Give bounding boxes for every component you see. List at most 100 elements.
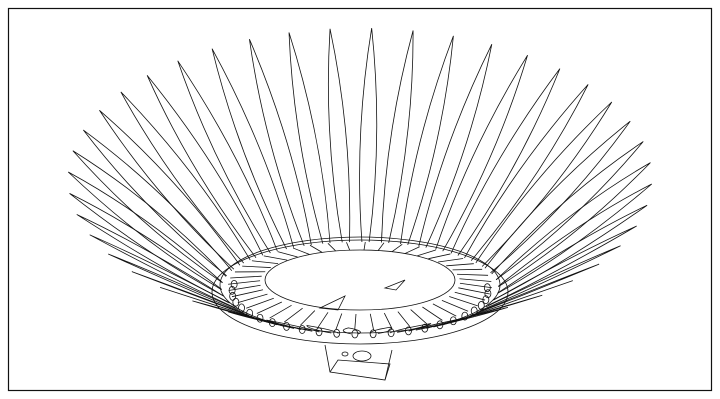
petal bbox=[249, 39, 312, 247]
spoke bbox=[404, 246, 420, 254]
petal bbox=[457, 280, 573, 322]
petal bbox=[108, 253, 245, 314]
spoke bbox=[354, 313, 357, 330]
hole bbox=[387, 328, 395, 338]
petal bbox=[146, 75, 264, 258]
petal bbox=[177, 60, 278, 254]
petal bbox=[120, 91, 251, 264]
spoke bbox=[428, 253, 451, 260]
spoke bbox=[246, 297, 274, 309]
petal bbox=[389, 323, 432, 334]
bracket-hole bbox=[352, 350, 372, 362]
spoke bbox=[269, 304, 292, 319]
petal bbox=[83, 129, 233, 277]
petal bbox=[211, 48, 295, 250]
petal bbox=[89, 234, 236, 309]
hole bbox=[229, 291, 237, 301]
petal bbox=[381, 30, 414, 244]
spoke bbox=[432, 303, 457, 317]
petal bbox=[464, 84, 589, 261]
spoke bbox=[277, 251, 298, 258]
petal bbox=[306, 325, 339, 334]
petal bbox=[99, 109, 241, 270]
spoke bbox=[438, 258, 464, 263]
plate-holes bbox=[228, 241, 492, 339]
spoke bbox=[452, 268, 483, 271]
petal bbox=[342, 327, 361, 335]
spoke bbox=[263, 255, 288, 261]
spoke bbox=[317, 312, 329, 328]
petal bbox=[484, 120, 631, 274]
spoke bbox=[256, 301, 283, 314]
spoke bbox=[449, 296, 478, 307]
spoke bbox=[300, 310, 316, 326]
frame bbox=[7, 7, 713, 392]
petal bbox=[76, 214, 229, 303]
spoke bbox=[242, 265, 271, 268]
base-plate bbox=[211, 236, 509, 381]
hole bbox=[333, 328, 341, 338]
hole bbox=[228, 285, 236, 295]
bracket bbox=[324, 344, 393, 381]
spoke bbox=[446, 263, 474, 267]
spoke bbox=[410, 309, 428, 325]
hole bbox=[461, 311, 469, 321]
spoke bbox=[458, 287, 490, 295]
petal bbox=[369, 326, 393, 335]
spoke bbox=[377, 242, 385, 251]
spoke bbox=[383, 312, 393, 329]
spoke bbox=[369, 313, 374, 330]
petal bbox=[327, 28, 351, 243]
bracket-hole-small bbox=[341, 351, 349, 357]
spoke bbox=[228, 280, 261, 285]
petal bbox=[450, 68, 561, 256]
spoke bbox=[251, 260, 279, 265]
spoke bbox=[422, 306, 443, 321]
spoke bbox=[230, 275, 262, 279]
hole bbox=[484, 289, 492, 299]
petal bbox=[469, 263, 600, 317]
petal bbox=[69, 193, 224, 297]
bracket-side bbox=[329, 359, 391, 381]
petal bbox=[493, 204, 648, 300]
spoke bbox=[363, 241, 366, 251]
petal bbox=[72, 150, 227, 284]
spoke bbox=[335, 313, 343, 330]
spoke bbox=[459, 278, 492, 282]
hole bbox=[230, 279, 238, 289]
plate-inner bbox=[264, 249, 456, 311]
petal bbox=[159, 286, 270, 323]
spoke bbox=[456, 273, 489, 276]
hole bbox=[351, 329, 359, 339]
petal bbox=[488, 225, 637, 306]
petal bbox=[435, 54, 528, 252]
spoke bbox=[228, 284, 261, 291]
petal bbox=[288, 32, 331, 244]
spoke bbox=[417, 249, 436, 257]
spoke bbox=[391, 243, 403, 253]
petal bbox=[408, 316, 471, 332]
hole bbox=[232, 297, 240, 307]
spoke bbox=[346, 242, 351, 251]
spoke bbox=[292, 247, 310, 255]
spoke bbox=[454, 291, 486, 301]
spoke bbox=[397, 311, 411, 327]
front-petals bbox=[69, 183, 653, 335]
petal bbox=[418, 43, 493, 248]
spoke bbox=[327, 243, 336, 252]
back-petals bbox=[67, 28, 651, 291]
spoke bbox=[231, 289, 264, 298]
spoke bbox=[309, 244, 323, 253]
petal bbox=[131, 271, 256, 319]
plate-rim-outer bbox=[211, 239, 509, 345]
clip bbox=[383, 279, 406, 291]
plate-rim bbox=[219, 236, 501, 334]
petal bbox=[400, 35, 454, 245]
petal bbox=[491, 141, 644, 281]
spoke bbox=[284, 307, 303, 323]
petal bbox=[497, 183, 653, 294]
petal bbox=[67, 171, 223, 291]
petal bbox=[479, 245, 621, 312]
